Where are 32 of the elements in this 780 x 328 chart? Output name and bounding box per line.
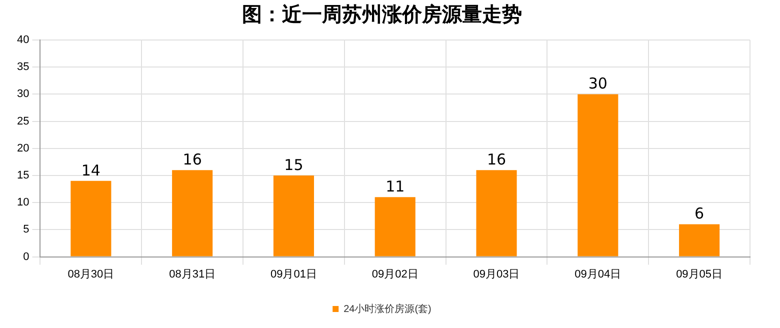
y-tick-label: 10 [16, 196, 30, 209]
data-label: 30 [588, 74, 608, 93]
y-tick-label: 25 [16, 115, 30, 128]
x-tick-label: 09月04日 [574, 268, 622, 280]
x-tick-label: 09月01日 [270, 268, 317, 280]
bar [273, 176, 314, 256]
bar [172, 170, 213, 256]
data-label: 16 [486, 150, 506, 168]
y-tick-label: 30 [16, 88, 30, 100]
data-label: 16 [182, 150, 202, 168]
bar [476, 170, 517, 256]
chart-title: 图：近一周苏州涨价房源量走势 [242, 2, 522, 26]
bar [374, 197, 416, 256]
y-tick-label: 35 [16, 61, 30, 74]
data-label: 6 [694, 204, 704, 223]
bar [679, 224, 720, 256]
x-tick-label: 08月31日 [169, 268, 216, 280]
x-tick-label: 09月02日 [372, 268, 418, 280]
data-label: 14 [81, 161, 100, 180]
y-tick-label: 0 [23, 250, 30, 263]
data-label: 11 [386, 178, 405, 196]
y-tick-label: 15 [16, 170, 30, 182]
bar [578, 94, 618, 256]
y-tick-label: 5 [23, 224, 30, 236]
data-label: 15 [284, 156, 304, 174]
x-tick-label: 09月03日 [473, 268, 520, 280]
y-tick-label: 40 [16, 34, 30, 46]
x-tick-label: 08月30日 [68, 268, 114, 280]
y-tick-label: 20 [16, 142, 30, 154]
bar [70, 180, 112, 256]
legend-label: 24小时涨价房源(套) [344, 302, 432, 315]
x-tick-label: 09月05日 [676, 268, 723, 280]
